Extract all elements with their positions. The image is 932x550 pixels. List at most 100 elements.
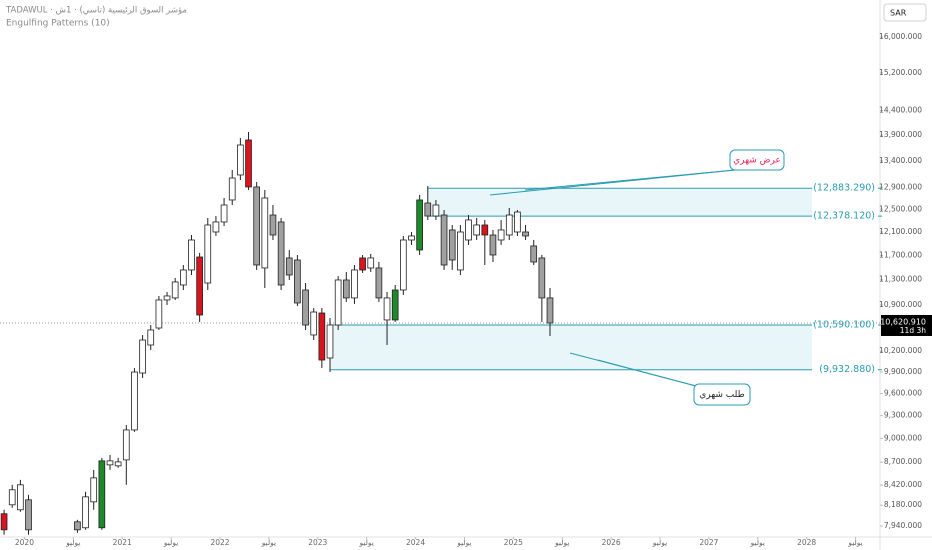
candle-body — [302, 289, 309, 326]
x-tick-label: 2025 — [504, 538, 523, 547]
candle-body — [90, 477, 98, 503]
candle-body — [514, 211, 521, 233]
callout-text: عرض شهري — [733, 156, 781, 166]
x-tick-label: 2026 — [602, 538, 621, 547]
callout-box — [729, 149, 785, 171]
candle-body — [530, 245, 538, 263]
candle-body — [391, 289, 399, 321]
currency-box[interactable] — [883, 3, 927, 22]
candle-body — [253, 186, 261, 266]
candle-body — [408, 235, 415, 241]
candle-body — [131, 371, 138, 431]
y-tick-label: 11,700.000 — [879, 250, 922, 259]
candle-body — [285, 257, 293, 276]
y-tick-label: 10,200.000 — [879, 346, 922, 355]
candle-body — [114, 461, 122, 467]
x-tick-label: يوليو — [554, 538, 569, 547]
candle-body — [0, 513, 8, 531]
callout-box — [693, 383, 751, 406]
zone-label: (12,378.120) — [813, 211, 875, 222]
candle-body — [473, 224, 481, 236]
candle-body — [261, 197, 269, 269]
candle-body — [448, 229, 456, 261]
x-tick-label: 2020 — [15, 538, 34, 547]
last-price-label: 10,620.910 — [880, 317, 926, 326]
y-tick-label: 12,900.000 — [879, 182, 922, 191]
candle-body — [310, 311, 318, 336]
y-tick-label: 13,900.000 — [879, 130, 922, 139]
candle-body — [326, 324, 334, 359]
y-tick-label: 12,100.000 — [879, 227, 922, 236]
candle-body — [25, 499, 32, 531]
callout-line — [524, 169, 736, 191]
x-tick-label: 2027 — [699, 538, 718, 547]
candle-body — [237, 144, 244, 176]
y-tick-label: 15,200.000 — [879, 68, 922, 77]
candle-body — [424, 202, 432, 217]
candle-body — [212, 221, 220, 233]
candle-body — [367, 257, 375, 269]
y-tick-label: 9,900.000 — [884, 367, 922, 376]
zone-label: (9,932.880) — [819, 364, 875, 375]
candle-body — [17, 484, 24, 511]
candle-body — [196, 256, 203, 316]
candle-body — [489, 234, 497, 256]
candle-body — [228, 177, 236, 201]
candle-body — [147, 329, 155, 346]
candle-body — [294, 259, 301, 304]
candle-body — [399, 239, 407, 291]
candle-body — [8, 489, 16, 506]
x-tick-label: يوليو — [358, 538, 373, 547]
zone-label: (10,590.100) — [813, 320, 875, 331]
candle-body — [74, 521, 81, 531]
candle-body — [245, 139, 252, 188]
currency: SAR — [890, 9, 907, 18]
y-tick-label: 13,400.000 — [879, 156, 922, 165]
y-tick-label: 8,180.000 — [884, 500, 922, 509]
candle-body — [204, 224, 212, 284]
candle-body — [481, 224, 489, 236]
x-tick-label: يوليو — [163, 538, 178, 547]
x-tick-label: يوليو — [750, 538, 765, 547]
candle-body — [334, 279, 342, 326]
x-tick-label: يوليو — [652, 538, 667, 547]
zone — [427, 188, 812, 217]
candle-body — [318, 312, 326, 361]
y-tick-label: 10,900.000 — [879, 300, 922, 309]
x-tick-label: 2021 — [113, 538, 132, 547]
candle-body — [139, 339, 146, 374]
callout-text: طلب شهري — [699, 390, 745, 400]
candle-body — [106, 460, 114, 466]
y-tick-label: 7,940.000 — [884, 521, 922, 530]
candle-body — [416, 199, 423, 251]
chart-title: TADAWUL · مؤشر السوق الرئيسية (تاسي) · 1… — [5, 6, 187, 16]
candle-body — [179, 269, 187, 286]
candle-body — [359, 257, 366, 271]
y-tick-label: 9,600.000 — [884, 389, 922, 398]
x-tick-label: 2024 — [406, 538, 425, 547]
candle-body — [155, 299, 163, 329]
x-tick-label: يوليو — [261, 538, 276, 547]
candle-body — [163, 295, 171, 301]
callout-line — [597, 359, 697, 387]
candle-body — [497, 229, 505, 241]
candle-body — [342, 279, 350, 299]
x-tick-label: يوليو — [456, 538, 471, 547]
x-tick-label: 2028 — [797, 538, 816, 547]
y-tick-label: 16,000.000 — [879, 32, 922, 41]
y-tick-label: 11,300.000 — [879, 275, 922, 284]
candle-body — [220, 204, 228, 223]
candle-body — [351, 269, 358, 299]
y-tick-label: 9,000.000 — [884, 434, 922, 443]
candle-body — [440, 214, 448, 266]
x-tick-label: يوليو — [847, 538, 862, 547]
last-price-badge — [881, 314, 932, 336]
countdown: 11d 3h — [900, 326, 926, 335]
y-tick-label: 8,420.000 — [884, 480, 922, 489]
zone-label: (12,883.290) — [813, 183, 875, 194]
y-tick-label: 9,300.000 — [884, 411, 922, 420]
y-tick-label: 12,500.000 — [879, 204, 922, 213]
candle-body — [98, 460, 106, 529]
